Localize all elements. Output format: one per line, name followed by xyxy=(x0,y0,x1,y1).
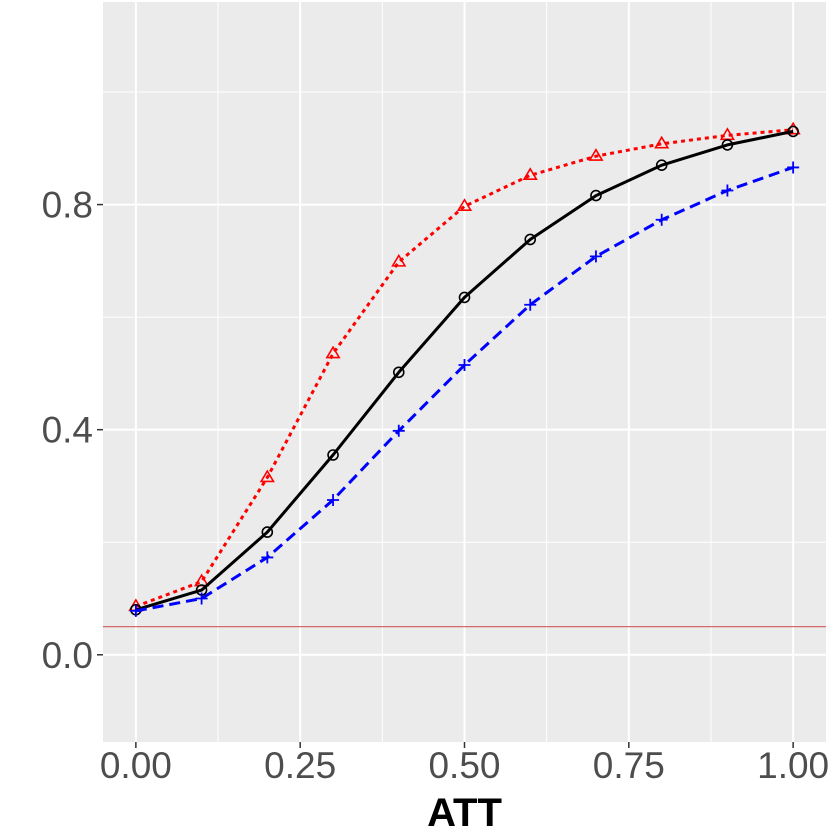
y-tick-label: 0.0 xyxy=(42,635,93,676)
data-point xyxy=(261,551,274,564)
x-axis-title: ATT xyxy=(427,791,502,830)
data-point xyxy=(589,250,602,263)
data-point xyxy=(325,345,341,359)
data-point xyxy=(392,424,405,437)
data-point xyxy=(655,159,668,171)
data-point xyxy=(327,494,340,507)
data-point xyxy=(721,139,734,151)
data-point xyxy=(588,148,604,161)
x-tick-label: 0.50 xyxy=(428,745,500,786)
series-line xyxy=(135,129,794,612)
x-tick-label: 0.75 xyxy=(593,745,665,786)
series-layer xyxy=(128,121,801,617)
data-point xyxy=(721,184,734,197)
data-point xyxy=(787,125,799,138)
data-point xyxy=(654,135,670,149)
data-point xyxy=(522,167,538,181)
data-point xyxy=(456,198,473,211)
data-point xyxy=(261,526,274,538)
data-point xyxy=(458,291,471,304)
x-tick-label: 0.25 xyxy=(264,745,336,786)
data-point xyxy=(195,592,208,605)
series-line xyxy=(135,128,794,608)
data-point xyxy=(524,233,537,246)
data-point xyxy=(524,298,537,311)
data-point xyxy=(391,253,407,267)
y-tick-label: 0.8 xyxy=(42,185,93,226)
series-3 xyxy=(129,161,800,617)
y-axis-ticks: 0.0 0.4 0.8 xyxy=(42,185,103,676)
series-2 xyxy=(130,125,799,616)
data-point xyxy=(392,366,405,379)
data-point xyxy=(590,189,602,202)
y-tick-label: 0.4 xyxy=(42,410,93,451)
series-line xyxy=(135,165,794,613)
data-point xyxy=(129,604,142,617)
data-point xyxy=(655,213,668,226)
data-point xyxy=(787,161,800,174)
data-point xyxy=(458,358,471,371)
x-axis-ticks: 0.00 0.25 0.50 0.75 1.00 xyxy=(100,742,829,786)
major-gridlines xyxy=(103,2,826,742)
data-point xyxy=(259,469,275,483)
x-tick-label: 0.00 xyxy=(100,745,172,786)
data-point xyxy=(327,449,339,461)
x-tick-label: 1.00 xyxy=(757,745,829,786)
